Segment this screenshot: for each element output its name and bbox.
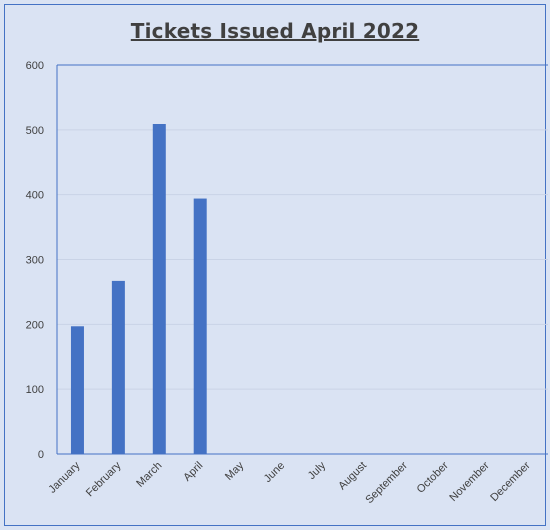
x-tick-label: August	[336, 460, 369, 493]
y-tick-labels: 0 100 200 300 400 500 600	[26, 60, 44, 461]
bar-march	[152, 123, 166, 454]
y-tick-label: 500	[26, 125, 44, 137]
x-tick-label: February	[84, 459, 124, 499]
y-tick-label: 0	[38, 449, 44, 461]
x-tick-label: March	[134, 460, 164, 490]
x-tick-label: April	[181, 460, 205, 484]
y-tick-label: 200	[26, 319, 44, 331]
x-tick-label: January	[46, 459, 83, 496]
gridlines	[57, 64, 548, 390]
x-tick-label: June	[262, 460, 287, 485]
bar-january	[70, 326, 84, 454]
chart-title: Tickets Issued April 2022	[130, 19, 420, 43]
y-tick-label: 600	[26, 60, 44, 72]
x-tick-label: May	[223, 459, 247, 483]
bar-february	[111, 280, 125, 454]
axes	[56, 64, 548, 455]
x-tick-label: November	[447, 459, 492, 504]
bar-april	[193, 198, 207, 454]
y-tick-label: 300	[26, 255, 44, 267]
x-tick-label: September	[363, 459, 410, 506]
x-tick-label: December	[488, 459, 533, 504]
x-tick-labels: January February March April May June July Augu…	[46, 459, 532, 506]
y-tick-label: 400	[26, 190, 44, 202]
bars	[70, 123, 207, 454]
chart-area: Tickets Issued April 2022	[4, 4, 546, 526]
y-tick-label: 100	[26, 384, 44, 396]
x-tick-label: October	[415, 459, 451, 495]
x-tick-label: July	[306, 459, 329, 482]
